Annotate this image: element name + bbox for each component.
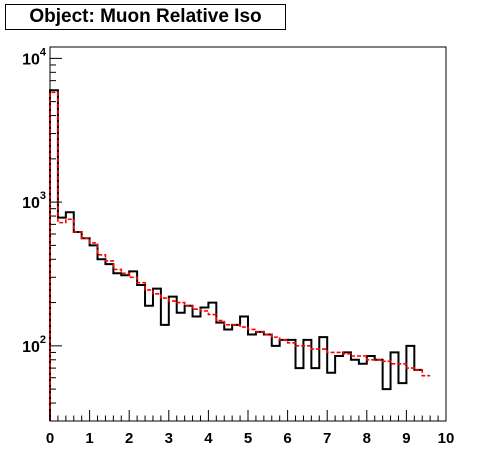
x-tick-label: 0 <box>46 430 54 447</box>
x-tick-label: 3 <box>165 430 173 447</box>
x-tick-label: 7 <box>323 430 331 447</box>
x-tick-label: 2 <box>125 430 133 447</box>
y-tick-label: 104 <box>22 46 47 68</box>
x-tick-label: 6 <box>283 430 291 447</box>
x-tick-label: 8 <box>363 430 371 447</box>
x-tick-label: 5 <box>244 430 252 447</box>
x-tick-label: 9 <box>402 430 410 447</box>
histogram-series-1 <box>49 89 423 421</box>
y-tick-label: 102 <box>22 334 46 356</box>
x-tick-label: 10 <box>438 430 455 447</box>
histogram-series-2 <box>49 91 431 421</box>
axis-layer: 0 1 2 3 4 5 6 7 8 9 10 102 103 104 <box>22 46 454 447</box>
series-layer <box>49 89 431 421</box>
x-tick-label: 1 <box>85 430 93 447</box>
plot-frame <box>49 46 447 422</box>
x-tick-label: 4 <box>204 430 213 447</box>
y-tick-label: 103 <box>22 190 46 212</box>
chart-title: Object: Muon Relative Iso <box>5 4 286 30</box>
